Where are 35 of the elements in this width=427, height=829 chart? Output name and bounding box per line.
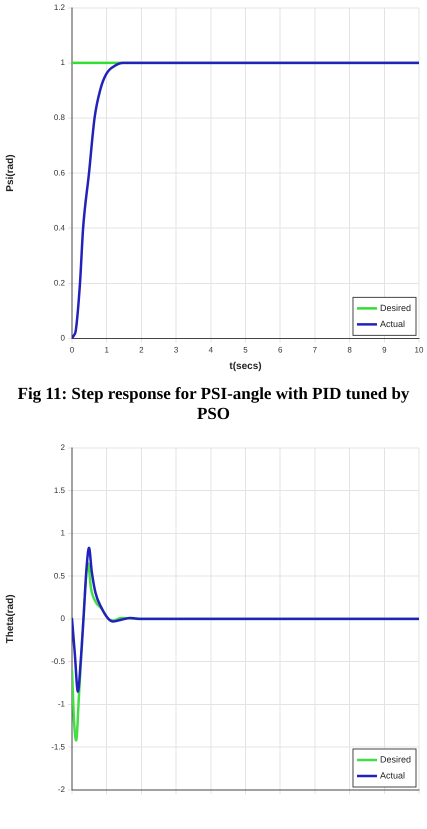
x-tick-label: 9 xyxy=(382,345,388,354)
x-axis-title: t(secs) xyxy=(229,360,262,372)
x-tick-label: 0 xyxy=(70,345,75,354)
caption: Fig 11: Step response for PSI-angle with PID tuned by PSO xyxy=(16,383,410,425)
y-tick-label: -2 xyxy=(58,785,66,794)
legend-label: Desired xyxy=(380,754,412,764)
y-tick-label: 0.6 xyxy=(54,168,66,178)
legend-label: Desired xyxy=(380,302,412,313)
y-tick-label: 0.8 xyxy=(54,113,66,122)
y-tick-label: 1 xyxy=(60,528,66,538)
legend-label: Actual xyxy=(380,318,406,329)
x-tick-label: 7 xyxy=(312,345,318,354)
x-tick-label: 6 xyxy=(278,345,283,354)
y-tick-label: 1 xyxy=(60,58,66,68)
y-tick-label: -1.5 xyxy=(51,742,66,752)
y-tick-label: 0.5 xyxy=(54,571,66,580)
y-tick-label: 1.2 xyxy=(54,3,66,12)
y-tick-label: -0.5 xyxy=(51,656,66,666)
x-tick-label: 10 xyxy=(414,345,424,354)
x-tick-label: 4 xyxy=(208,345,214,354)
y-tick-label: 0 xyxy=(60,334,66,343)
x-tick-label: 5 xyxy=(243,345,248,354)
x-tick-label: 8 xyxy=(347,345,352,354)
legend-label: Actual xyxy=(380,770,406,780)
x-tick-label: 1 xyxy=(104,345,110,354)
y-tick-label: 0.4 xyxy=(54,223,66,232)
y-tick-label: -1 xyxy=(58,700,66,709)
y-tick-label: 2 xyxy=(60,443,66,452)
y-tick-label: 0 xyxy=(60,614,66,624)
y-axis-title: Theta(rad) xyxy=(4,594,16,644)
x-tick-label: 3 xyxy=(174,345,179,354)
y-tick-label: 0.2 xyxy=(54,278,66,288)
y-tick-label: 1.5 xyxy=(54,486,66,495)
x-tick-label: 2 xyxy=(139,345,144,354)
y-axis-title: Psi(rad) xyxy=(4,154,16,192)
